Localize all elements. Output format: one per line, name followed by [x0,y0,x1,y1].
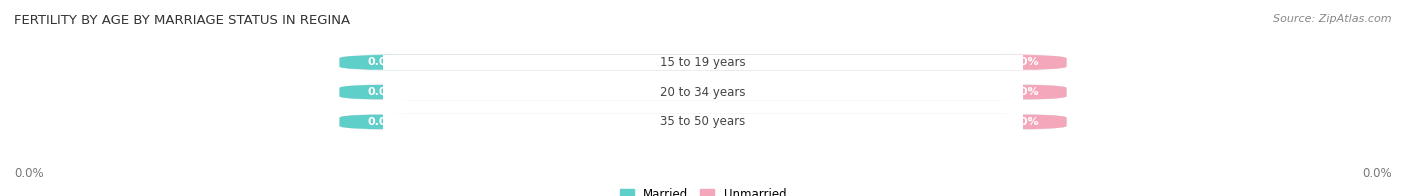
Text: 0.0%: 0.0% [367,117,398,127]
Text: 15 to 19 years: 15 to 19 years [661,56,745,69]
Text: 0.0%: 0.0% [1008,117,1039,127]
Text: 0.0%: 0.0% [367,57,398,67]
FancyBboxPatch shape [980,114,1067,130]
Text: 0.0%: 0.0% [1008,87,1039,97]
Text: 0.0%: 0.0% [1362,167,1392,180]
Text: 0.0%: 0.0% [1008,57,1039,67]
Text: 0.0%: 0.0% [14,167,44,180]
Text: 0.0%: 0.0% [367,87,398,97]
FancyBboxPatch shape [339,55,426,70]
FancyBboxPatch shape [339,55,1067,70]
FancyBboxPatch shape [980,84,1067,100]
FancyBboxPatch shape [339,114,1067,130]
Text: Source: ZipAtlas.com: Source: ZipAtlas.com [1274,14,1392,24]
FancyBboxPatch shape [339,84,1067,100]
Text: 20 to 34 years: 20 to 34 years [661,86,745,99]
Text: 35 to 50 years: 35 to 50 years [661,115,745,128]
FancyBboxPatch shape [339,84,426,100]
Text: FERTILITY BY AGE BY MARRIAGE STATUS IN REGINA: FERTILITY BY AGE BY MARRIAGE STATUS IN R… [14,14,350,27]
Legend: Married, Unmarried: Married, Unmarried [614,183,792,196]
FancyBboxPatch shape [339,114,426,130]
FancyBboxPatch shape [980,55,1067,70]
